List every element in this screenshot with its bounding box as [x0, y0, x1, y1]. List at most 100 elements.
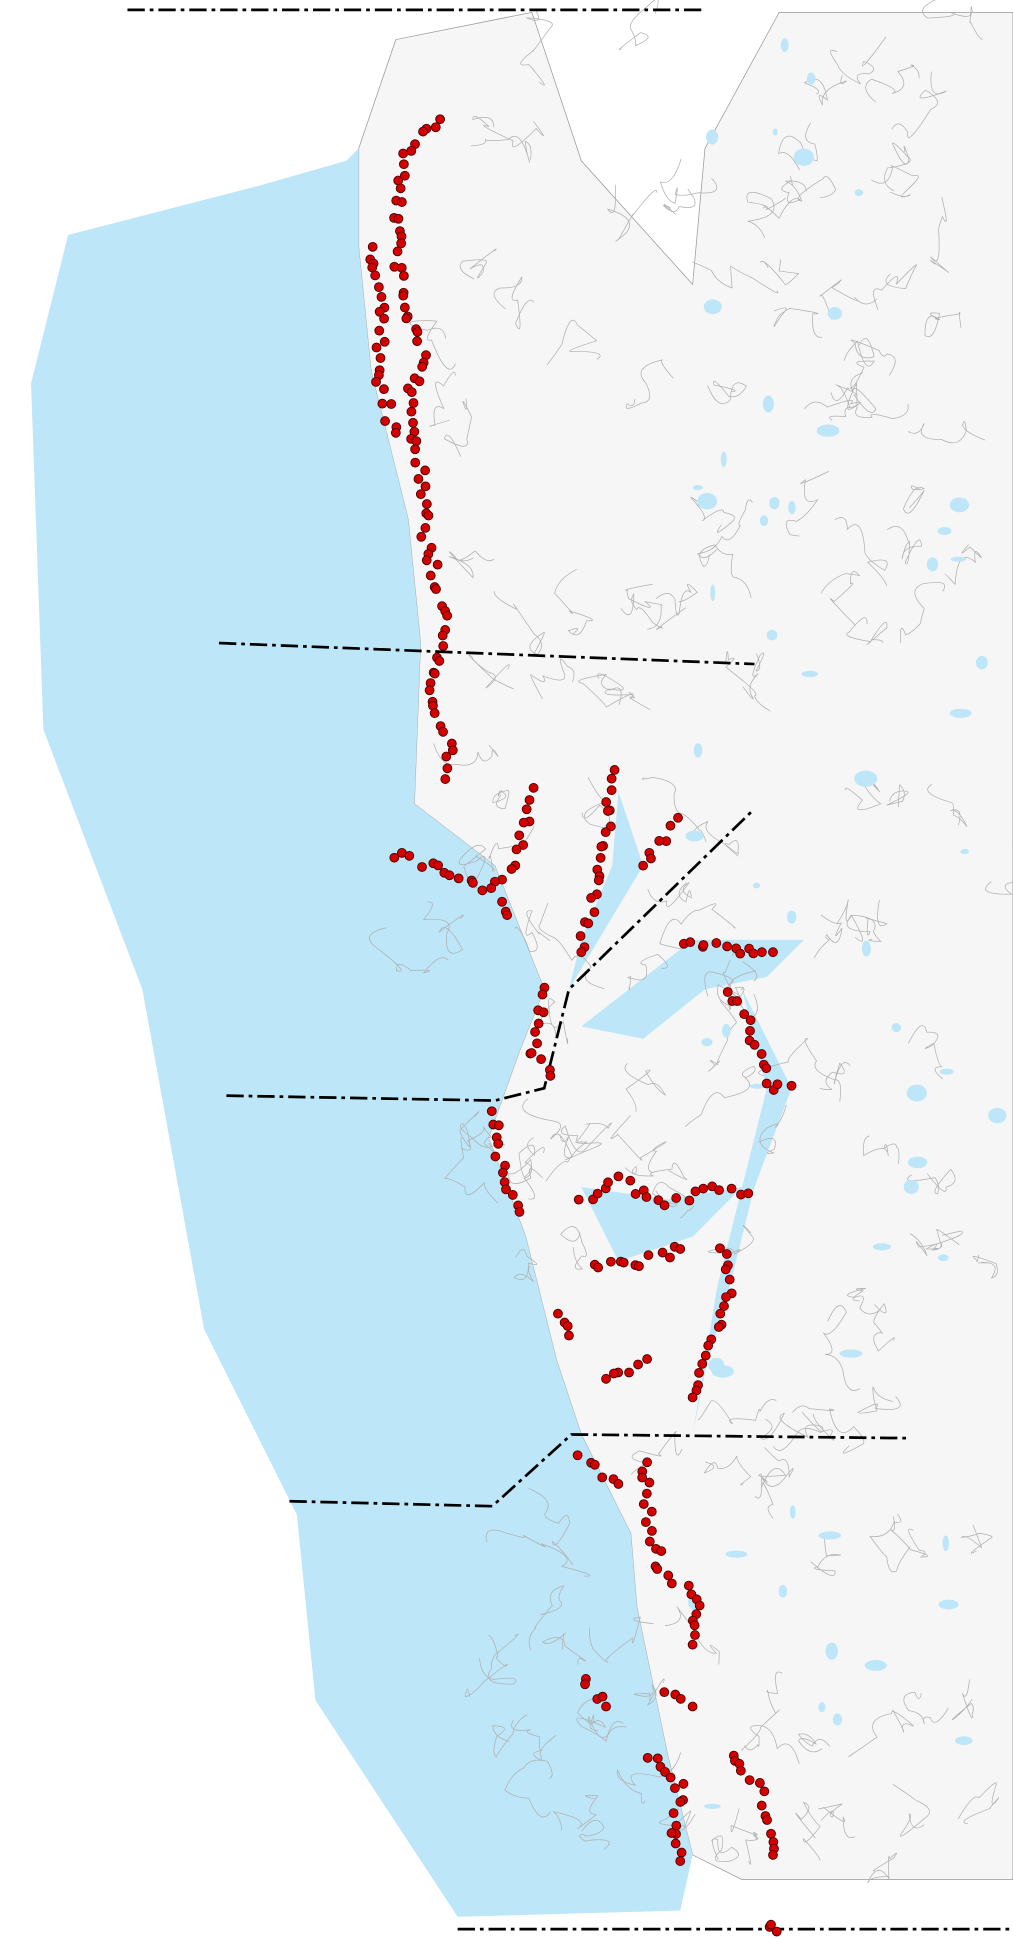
site-marker — [633, 1359, 643, 1370]
lake — [793, 148, 814, 166]
site-marker — [575, 931, 586, 941]
contour — [704, 971, 740, 1011]
site-marker — [521, 804, 532, 815]
site-marker — [613, 1479, 624, 1489]
contour — [818, 1803, 856, 1839]
site-marker — [493, 1138, 504, 1149]
lake — [692, 484, 703, 491]
site-marker — [647, 1526, 657, 1536]
contour — [890, 1516, 929, 1558]
site-marker — [735, 1765, 746, 1776]
contour — [647, 882, 692, 907]
site-marker — [467, 877, 478, 888]
site-marker — [694, 1600, 705, 1611]
site-marker — [396, 197, 407, 207]
contour — [542, 1632, 587, 1665]
site-marker — [379, 313, 389, 324]
site-marker — [536, 1054, 547, 1065]
contour — [528, 1488, 574, 1566]
site-marker — [641, 1192, 652, 1202]
contour — [625, 583, 663, 630]
site-marker — [609, 765, 620, 775]
site-marker — [429, 708, 440, 719]
site-marker — [526, 1048, 537, 1058]
lake — [789, 1505, 796, 1519]
contour — [464, 1634, 508, 1698]
site-marker — [683, 1580, 694, 1591]
site-marker — [625, 1175, 636, 1186]
contour — [845, 777, 882, 811]
site-marker — [414, 376, 425, 387]
lake — [788, 500, 796, 515]
contour — [518, 1137, 545, 1178]
contour — [468, 654, 515, 690]
contour — [409, 320, 456, 370]
site-marker — [663, 1570, 674, 1581]
contour — [624, 1162, 688, 1180]
site-marker — [507, 1190, 518, 1200]
contour — [960, 1524, 993, 1554]
site-marker — [634, 1261, 644, 1272]
contour — [871, 165, 919, 198]
contour — [822, 1305, 861, 1391]
site-marker — [768, 1850, 778, 1860]
site-marker — [371, 376, 381, 387]
lake — [725, 1550, 748, 1558]
contour — [433, 743, 499, 766]
site-marker — [597, 1691, 608, 1702]
site-marker — [606, 785, 617, 796]
contour — [547, 319, 601, 365]
contour — [597, 673, 651, 711]
contour — [927, 784, 968, 828]
site-marker — [506, 864, 517, 874]
site-marker — [605, 1256, 616, 1267]
site-marker — [606, 773, 617, 784]
contour — [819, 1062, 851, 1091]
site-marker — [743, 1188, 754, 1199]
contour — [813, 914, 843, 959]
site-marker — [440, 774, 451, 784]
site-marker — [745, 1015, 756, 1026]
site-marker — [724, 1274, 735, 1285]
contour — [740, 1671, 783, 1751]
contour — [624, 1063, 667, 1112]
site-marker — [642, 1457, 652, 1468]
lake — [786, 910, 797, 924]
lake — [806, 72, 816, 85]
contour — [444, 398, 473, 457]
site-marker — [373, 282, 384, 293]
site-marker — [670, 1783, 680, 1794]
site-marker — [756, 1800, 767, 1811]
contour — [610, 1115, 667, 1173]
contour — [810, 1532, 841, 1577]
contour — [514, 910, 551, 952]
site-marker — [768, 947, 778, 958]
site-marker — [497, 896, 507, 907]
site-marker — [502, 910, 513, 920]
lake — [801, 670, 818, 678]
site-marker — [638, 1499, 649, 1509]
contour — [795, 1801, 821, 1861]
contour — [429, 371, 456, 427]
contour — [659, 903, 736, 950]
site-marker — [592, 1188, 603, 1199]
site-marker — [644, 1477, 655, 1488]
site-marker — [630, 1189, 641, 1199]
site-marker — [564, 1330, 574, 1341]
site-marker — [675, 1856, 686, 1866]
contour — [930, 197, 950, 273]
contour — [620, 592, 687, 630]
lake — [818, 1531, 842, 1540]
contour — [655, 583, 698, 616]
contour — [846, 899, 888, 942]
site-marker — [514, 830, 525, 841]
contour — [684, 1065, 756, 1128]
contour — [847, 382, 909, 420]
site-marker — [601, 1373, 611, 1384]
lake — [720, 451, 727, 467]
contour — [773, 307, 822, 338]
site-marker — [685, 937, 696, 948]
site-marker — [761, 1078, 772, 1089]
contour — [873, 1303, 895, 1352]
contour — [588, 1616, 654, 1663]
